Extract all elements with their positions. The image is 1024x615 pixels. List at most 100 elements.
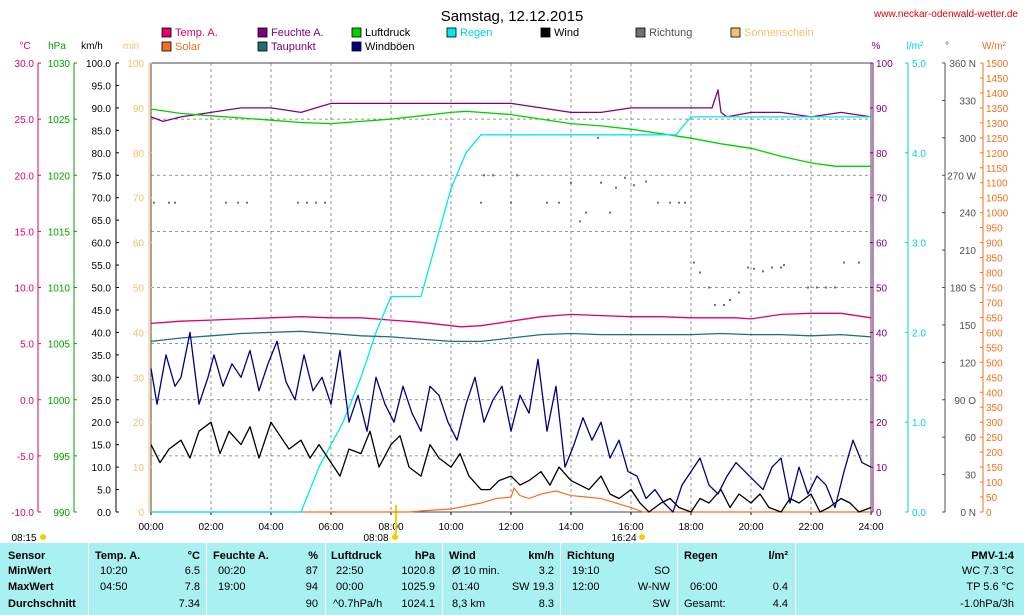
richtung-dot [708, 286, 710, 289]
header-luftdruck-unit: hPa [414, 550, 435, 562]
header-wind: Wind [449, 550, 476, 562]
pmv-trend: -1.0hPa/3h [960, 598, 1014, 610]
legend-swatch [257, 41, 268, 52]
richtung-dot [633, 184, 635, 187]
richtung-dot [510, 201, 512, 204]
legend-swatch [161, 27, 172, 38]
kmh-tick-label: 45.0 [92, 306, 112, 317]
max-druck-value: 1025.9 [401, 581, 435, 593]
solar-tick-label: 350 [986, 403, 1003, 414]
header-feuchte: Feuchte A. [213, 550, 269, 562]
richtung-dot [714, 303, 716, 306]
min-wind-label: Ø 10 min. [452, 565, 500, 577]
min-tick-label: 100 [127, 59, 144, 70]
richtung-dot [693, 261, 695, 264]
min-tick-label: 60 [133, 239, 145, 250]
richtung-dot [558, 201, 560, 204]
max-wind-time: 01:40 [452, 581, 480, 593]
solar-tick-label: 1500 [986, 59, 1009, 70]
kmh-tick-label: 25.0 [92, 396, 112, 407]
richtung-dot [669, 201, 671, 204]
legend-label: Temp. A. [175, 27, 218, 39]
max-wind-value: SW 19.3 [511, 581, 554, 593]
pct-tick-label: 20 [876, 418, 888, 429]
chart-title: Samstag, 12.12.2015 [441, 8, 584, 25]
solar-tick-label: 0 [986, 508, 992, 519]
legend-label: Wind [554, 27, 579, 39]
legend-label: Richtung [649, 27, 692, 39]
temp-tick-label: 0.0 [20, 396, 34, 407]
site-url[interactable]: www.neckar-odenwald-wetter.de [873, 9, 1018, 20]
richtung-dot [315, 201, 317, 204]
temp-tick-label: -5.0 [17, 452, 35, 463]
richtung-dot [492, 174, 494, 177]
series-taupunkt [150, 330, 872, 343]
richtung-dot [684, 201, 686, 204]
richtung-dot [699, 271, 701, 274]
kmh-tick-label: 75.0 [92, 171, 112, 182]
legend-label: Solar [175, 41, 201, 53]
richtung-dot [546, 201, 548, 204]
regen-gesamt-value: 4.4 [772, 598, 788, 610]
richtung-dot [816, 286, 818, 289]
richtung-dot [762, 270, 764, 273]
dir-axis-unit: ° [945, 41, 949, 52]
row-label-max: MaxWert [8, 581, 54, 593]
legend-label: Feuchte A. [271, 27, 324, 39]
pct-tick-label: 50 [876, 284, 888, 295]
kmh-tick-label: 80.0 [92, 149, 112, 160]
richtung-dot [237, 201, 239, 204]
solar-tick-label: 1450 [986, 74, 1009, 85]
richtung-dot [297, 201, 299, 204]
avg-richtung-value: SW [652, 598, 670, 610]
dir-tick-label: 360 N [949, 59, 976, 70]
kmh-axis-unit: km/h [81, 41, 103, 52]
x-tick-label: 16:00 [618, 522, 643, 533]
min-axis-unit: min [123, 41, 139, 52]
solar-tick-label: 1300 [986, 119, 1009, 130]
pct-tick-label: 30 [876, 373, 888, 384]
series-regen [151, 116, 871, 513]
kmh-tick-label: 35.0 [92, 351, 112, 362]
avg-wind-distance: 8,3 km [452, 598, 486, 610]
legend-label: Sonnenschein [744, 27, 814, 39]
rain-tick-label: 2.0 [912, 328, 926, 339]
rain-tick-label: 1.0 [912, 418, 926, 429]
min-druck-value: 1020.8 [401, 565, 435, 577]
dir-tick-label: 270 W [947, 171, 976, 182]
plot-area [150, 89, 872, 513]
series-solar [151, 486, 871, 513]
header-regen-unit: l/m² [768, 550, 788, 562]
solar-tick-label: 700 [986, 298, 1003, 309]
kmh-tick-label: 0.0 [97, 508, 111, 519]
dir-tick-label: 60 [965, 433, 977, 444]
min-feuchte-time: 00:20 [218, 565, 246, 577]
axes: °C 30.0 25.0 20.0 15.0 10.0 5.0 0.0 -5.0 -10.0 hPa… [11, 41, 1008, 543]
richtung-dot [516, 174, 518, 177]
series-windb-en [150, 331, 872, 513]
header-richtung: Richtung [567, 550, 615, 562]
column-divider [206, 543, 207, 615]
legend-swatch [257, 27, 268, 38]
column-divider [88, 543, 89, 615]
solar-tick-label: 600 [986, 328, 1003, 339]
solar-tick-label: 1000 [986, 209, 1009, 220]
x-tick-label: 02:00 [198, 522, 223, 533]
solar-tick-label: 100 [986, 478, 1003, 489]
min-wind-value: 3.2 [538, 565, 554, 577]
hpa-tick-label: 1010 [48, 284, 71, 295]
richtung-dot [783, 264, 785, 267]
temp-tick-label: 10.0 [15, 284, 35, 295]
hpa-tick-label: 1030 [48, 59, 71, 70]
x-tick-label: 12:00 [498, 522, 523, 533]
richtung-dot [579, 220, 581, 223]
pct-tick-label: 0 [876, 508, 882, 519]
hpa-tick-label: 990 [53, 508, 70, 519]
richtung-dot [480, 201, 482, 204]
column-divider [325, 543, 326, 615]
x-tick-label: 22:00 [798, 522, 823, 533]
hpa-tick-label: 1005 [48, 340, 71, 351]
richtung-dot [174, 201, 176, 204]
dir-tick-label: 120 [959, 358, 976, 369]
header-feuchte-unit: % [308, 550, 318, 562]
